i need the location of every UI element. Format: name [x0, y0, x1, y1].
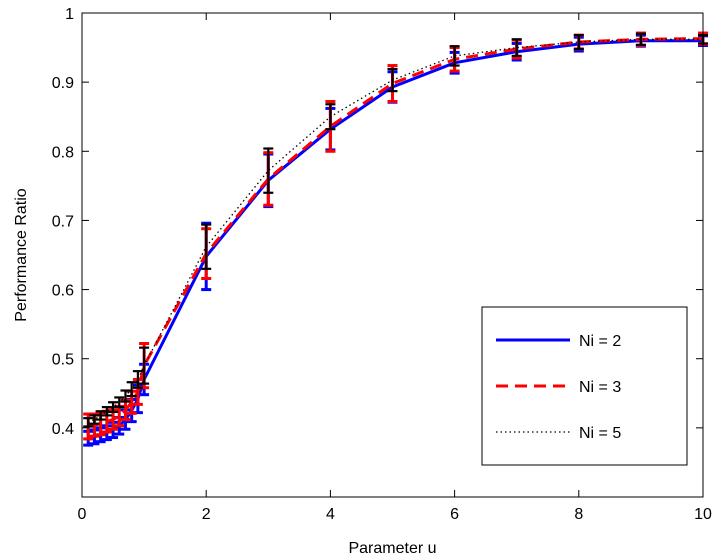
- y-tick-label: 0.8: [52, 144, 74, 161]
- error-bar: [132, 370, 143, 389]
- error-bar: [511, 38, 522, 57]
- series-line: [87, 38, 703, 423]
- legend: Ni = 2 Ni = 3 Ni = 5: [481, 306, 688, 466]
- error-bar: [635, 32, 646, 46]
- y-tick-label: 0.5: [52, 352, 74, 369]
- y-tick-label: 0.6: [52, 283, 74, 300]
- legend-entry: Ni = 3: [496, 379, 621, 396]
- legend-entry: Ni = 2: [496, 333, 621, 350]
- y-tick-label: 0.4: [52, 421, 74, 438]
- y-tick-label: 0.7: [52, 213, 74, 230]
- axes-layer: 0 2 4 6 8 10 0.4 0.5 0.6 0.7 0.8 0.9 1: [52, 6, 712, 523]
- x-tick-label: 8: [574, 506, 583, 523]
- x-axis-label: Parameter u: [348, 540, 436, 557]
- error-bar: [263, 147, 274, 194]
- x-tick-label: 6: [450, 506, 459, 523]
- error-bar: [83, 417, 94, 428]
- axes-frame: [81, 12, 704, 498]
- error-bar: [449, 45, 460, 67]
- legend-label: Ni = 3: [579, 379, 621, 396]
- y-axis-label: Performance Ratio: [13, 188, 30, 321]
- series-line: [87, 37, 704, 428]
- legend-label: Ni = 2: [579, 333, 621, 350]
- error-bar: [573, 34, 584, 51]
- legend-entry: Ni = 5: [496, 425, 621, 442]
- x-tick-label: 4: [326, 506, 335, 523]
- error-bar: [101, 406, 112, 417]
- x-tick-label: 10: [694, 506, 712, 523]
- error-bar: [108, 401, 119, 414]
- x-tick-label: 2: [202, 506, 211, 523]
- x-tick-label: 0: [78, 506, 87, 523]
- y-tick-label: 1: [65, 6, 74, 23]
- y-tick-label: 0.9: [52, 75, 74, 92]
- error-bar: [201, 223, 212, 270]
- legend-label: Ni = 5: [579, 425, 621, 442]
- error-bar: [89, 414, 100, 425]
